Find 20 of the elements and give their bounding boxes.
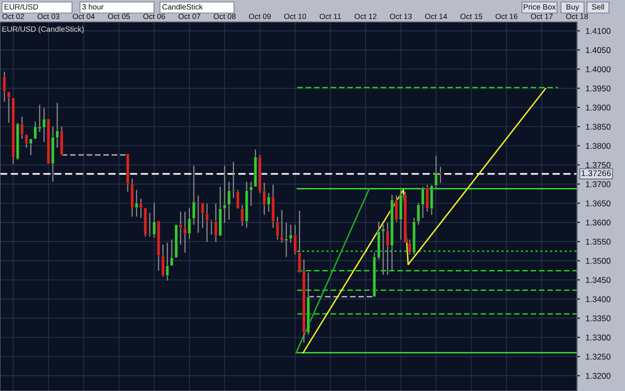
y-tick-label: 1.3950 [586, 85, 610, 92]
y-tick-label: 1.3450 [586, 277, 610, 283]
y-tick-label: 1.3400 [586, 296, 610, 302]
y-tick-label: 1.3850 [586, 124, 610, 130]
y-tick-label: 1.3200 [586, 372, 610, 379]
y-tick-label: 1.3700 [586, 181, 610, 188]
y-tick-label: 1.3750 [586, 162, 610, 168]
y-tick-label: 1.4100 [586, 28, 610, 34]
y-tick-label: 1.3300 [586, 334, 610, 340]
y-tick-label: 1.3500 [586, 258, 610, 264]
y-tick-label: 1.4050 [586, 47, 610, 54]
y-tick-label: 1.3600 [586, 220, 610, 226]
y-tick-label: 1.3900 [586, 104, 610, 111]
ref-line-label: 1.37266 [582, 170, 611, 176]
y-tick-label: 1.4000 [586, 66, 610, 72]
y-tick-label: 1.3350 [586, 315, 610, 322]
y-tick-label: 1.3800 [586, 142, 610, 149]
y-tick-label: 1.3250 [586, 354, 610, 360]
y-tick-label: 1.3550 [586, 238, 610, 245]
y-tick-label: 1.3650 [586, 200, 610, 206]
